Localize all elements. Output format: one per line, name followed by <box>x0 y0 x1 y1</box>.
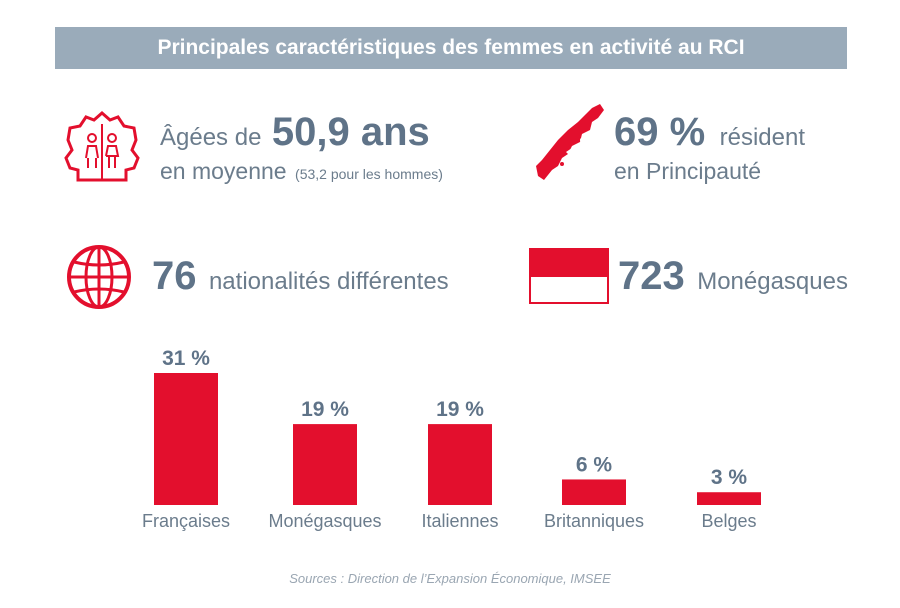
category-label: Monégasques <box>268 511 381 531</box>
resident-label: résident <box>719 124 806 151</box>
source-note: Sources : Direction de l’Expansion Écono… <box>289 571 611 586</box>
page-title: Principales caractéristiques des femmes … <box>157 36 745 59</box>
age-line2: en moyenne (53,2 pour les hommes) <box>160 158 443 185</box>
nationalities-label: nationalités différentes <box>208 268 449 295</box>
bar-value-label: 31 % <box>162 347 210 370</box>
monegasques-stat: 723 Monégasques <box>618 254 848 299</box>
resident-line2: en Principauté <box>614 158 762 184</box>
bar-value-label: 6 % <box>576 453 613 476</box>
monaco-flag-icon <box>529 248 609 304</box>
category-label: Belges <box>701 511 756 531</box>
age-stat: Âgées de 50,9 ans <box>160 110 430 155</box>
monegasques-label: Monégasques <box>697 268 848 295</box>
age-value: 50,9 ans <box>271 110 430 154</box>
bar-value-label: 3 % <box>711 466 748 489</box>
nationalities-stat: 76 nationalités différentes <box>152 254 449 299</box>
bar-françaises <box>154 373 218 505</box>
house-family-icon <box>64 111 140 182</box>
category-label: Italiennes <box>421 511 498 531</box>
category-label: Britanniques <box>544 511 644 531</box>
bar-monégasques <box>293 424 357 505</box>
globe-icon <box>67 245 131 309</box>
bar-britanniques <box>562 479 626 505</box>
age-prefix: Âgées de <box>160 124 262 151</box>
resident-stat: 69 % résident <box>614 110 805 155</box>
category-label: Françaises <box>142 511 230 531</box>
nationalities-value: 76 <box>152 254 197 298</box>
bar-value-label: 19 % <box>301 398 349 421</box>
title-band: Principales caractéristiques des femmes … <box>55 27 847 69</box>
nationality-bar-chart: 31 % Françaises 19 % Monégasques 19 % Italien… <box>142 347 761 531</box>
monegasques-value: 723 <box>618 254 685 298</box>
bar-belges <box>697 492 761 505</box>
bar-italiennes <box>428 424 492 505</box>
age-subtext: en moyenne <box>160 158 287 184</box>
age-note: (53,2 pour les hommes) <box>295 166 443 182</box>
monaco-map-icon <box>536 104 604 180</box>
bar-value-label: 19 % <box>436 398 484 421</box>
resident-value: 69 % <box>614 110 706 154</box>
